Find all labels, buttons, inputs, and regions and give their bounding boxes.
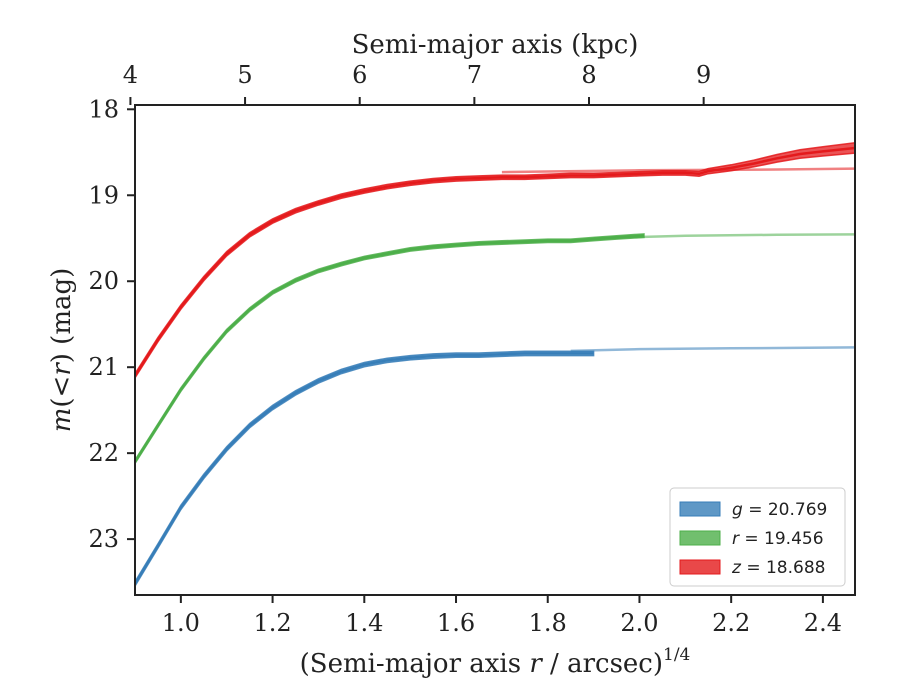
legend-label-g: g = 20.769 xyxy=(732,500,827,520)
legend-swatch-g xyxy=(679,501,721,517)
x-tick-label: 1.6 xyxy=(437,609,475,637)
x-axis-title-prefix: (Semi-major axis xyxy=(300,649,530,679)
y-tick-label: 21 xyxy=(88,353,119,381)
top-x-tick-label: 4 xyxy=(123,61,138,89)
x-axis-title-var: r xyxy=(529,649,543,679)
series-group xyxy=(135,142,855,588)
x-tick-label: 2.4 xyxy=(804,609,842,637)
y-tick-label: 20 xyxy=(88,267,119,295)
series-z-band xyxy=(135,142,855,380)
legend-label-r: r = 19.456 xyxy=(732,529,824,549)
x-tick-label: 1.8 xyxy=(529,609,567,637)
y-axis-title-m: m xyxy=(47,408,77,433)
top-x-tick-label: 8 xyxy=(581,61,596,89)
series-g-band xyxy=(135,350,595,588)
axis-ticks: 1.0 1.2 1.4 1.6 1.8 2.0 2.2 2.4 18 19 20 21 22 23 4 5 6 7… xyxy=(88,61,842,637)
series-g-model-line xyxy=(570,346,855,353)
top-x-tick-label: 9 xyxy=(696,61,711,89)
series-r-band xyxy=(135,233,645,465)
top-x-tick-label: 7 xyxy=(467,61,482,89)
x-tick-label: 1.0 xyxy=(162,609,200,637)
x-tick-label: 1.2 xyxy=(253,609,291,637)
y-axis-title-open: (< xyxy=(47,376,77,408)
x-tick-label: 2.0 xyxy=(620,609,658,637)
x-tick-label: 2.2 xyxy=(712,609,750,637)
y-axis-title-close: ) (mag) xyxy=(47,268,77,364)
x-axis-title: (Semi-major axis r / arcsec)1/4 xyxy=(300,645,691,679)
top-x-tick-label: 6 xyxy=(352,61,367,89)
y-axis-title: m(<r) (mag) xyxy=(47,268,77,433)
legend-swatch-r xyxy=(679,530,721,546)
series-r-line xyxy=(135,234,645,463)
y-tick-label: 23 xyxy=(88,525,119,553)
series-z-line xyxy=(135,146,855,377)
y-tick-label: 22 xyxy=(88,439,119,467)
axes-frame xyxy=(134,104,856,596)
top-x-axis-title: Semi-major axis (kpc) xyxy=(352,30,639,60)
top-x-tick-label: 5 xyxy=(237,61,252,89)
legend: g = 20.769 r = 19.456 z = 18.688 xyxy=(669,487,846,587)
legend-swatch-z xyxy=(679,559,721,575)
y-axis-title-r: r xyxy=(47,362,77,376)
series-g-line xyxy=(135,352,594,585)
y-tick-label: 19 xyxy=(88,181,119,209)
x-tick-label: 1.4 xyxy=(345,609,383,637)
y-tick-label: 18 xyxy=(88,95,119,123)
x-axis-title-exponent: 1/4 xyxy=(663,645,690,665)
legend-label-z: z = 18.688 xyxy=(731,558,825,578)
x-axis-title-suffix: / arcsec) xyxy=(542,649,663,679)
plot-area xyxy=(135,142,855,588)
